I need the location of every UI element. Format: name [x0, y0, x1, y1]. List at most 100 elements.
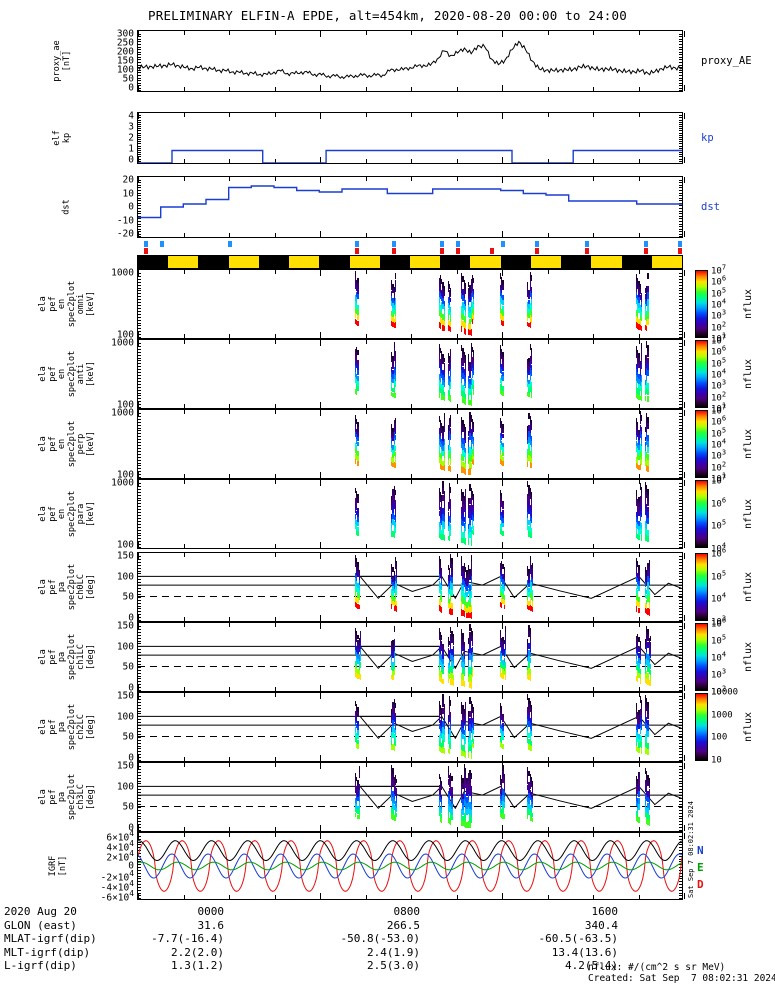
spectro-pixel [639, 645, 641, 651]
spectro-pixel [465, 807, 467, 815]
spectro-pixel [390, 321, 393, 327]
spectro-pixel [501, 516, 503, 521]
spectro-pixel [501, 778, 503, 783]
spectro-pixel [355, 790, 358, 795]
spectro-pixel [448, 418, 451, 425]
spectro-pixel [528, 732, 530, 739]
spectro-pixel [635, 280, 638, 287]
spectro-pixel [462, 372, 464, 379]
spectro-pixel [359, 636, 362, 643]
spectro-pixel [637, 534, 639, 540]
ytick-igrf: -6×104 [100, 889, 134, 904]
spectro-pixel [528, 578, 530, 583]
spectro-pixel [529, 379, 531, 386]
spectro-pixel [501, 638, 503, 644]
spectro-pixel [354, 584, 356, 590]
spectro-pixel [393, 497, 395, 504]
spectro-pixel [469, 412, 471, 419]
footer-value: 1600 [591, 905, 619, 918]
spectro-pixel [354, 700, 356, 706]
spectro-pixel [646, 782, 648, 789]
spectro-pixel [646, 604, 648, 610]
spectro-pixel [469, 574, 471, 580]
spectro-pixel [526, 813, 529, 820]
spectro-pixel [528, 304, 530, 309]
spectro-pixel [448, 715, 451, 723]
spectro-pixel [394, 310, 397, 317]
spectro-pixel [526, 638, 529, 644]
spectro-pixel [473, 516, 475, 522]
spectro-pixel [465, 583, 467, 590]
spectro-pixel [390, 376, 393, 382]
spectro-pixel [644, 390, 647, 396]
spectro-pixel [635, 636, 638, 642]
spectro-pixel [462, 314, 464, 321]
spectro-pixel [647, 389, 649, 396]
spectro-pixel [451, 679, 453, 686]
spectro-pixel [393, 432, 395, 438]
spectro-pixel [393, 291, 395, 296]
spectro-pixel [443, 290, 446, 296]
science-zone-marker-red [644, 248, 649, 254]
spectro-pixel [640, 381, 643, 389]
spectro-pixel [438, 669, 440, 676]
ylabel-en-perp: ela pef en spec2plot perp [keV] [38, 421, 96, 468]
spectro-pixel [442, 441, 444, 446]
spectro-pixel [394, 285, 397, 292]
spectro-pixel [354, 555, 356, 561]
spectro-pixel [463, 647, 466, 653]
spectro-pixel [501, 738, 503, 744]
spectro-pixel [503, 779, 505, 786]
spectro-pixel [501, 455, 503, 461]
spectro-pixel [450, 807, 452, 814]
colorbar-tick: 100 [711, 732, 728, 743]
spectro-pixel [392, 288, 394, 294]
spectro-pixel [502, 428, 504, 434]
spectro-pixel [354, 524, 356, 530]
spectro-pixel [470, 804, 472, 811]
spectro-pixel [451, 809, 453, 815]
spectro-pixel [502, 578, 504, 584]
spectro-pixel [502, 573, 504, 579]
colorbar-tick: 103 [711, 378, 727, 392]
spectro-pixel [441, 635, 443, 641]
spectro-pixel [502, 456, 504, 462]
spectro-pixel [393, 461, 395, 468]
colorbar-pa-ch2lc [695, 693, 708, 761]
spectro-pixel [450, 375, 452, 383]
spectro-pixel [528, 366, 530, 371]
spectro-pixel [639, 674, 641, 679]
spectro-pixel [638, 501, 640, 507]
ytick-en-perp: 1000 [111, 407, 134, 419]
spectro-pixel [530, 564, 533, 571]
spectro-pixel [529, 526, 531, 533]
spectro-pixel [441, 301, 443, 308]
spectro-pixel [473, 503, 475, 508]
spectro-pixel [443, 357, 446, 363]
spectro-pixel [357, 456, 359, 461]
spectro-pixel [637, 306, 639, 312]
spectro-pixel [448, 299, 451, 306]
spectro-pixel [450, 790, 452, 796]
spectro-pixel [503, 567, 505, 572]
spectro-pixel [502, 788, 504, 795]
trace-svg [138, 715, 682, 740]
spectro-pixel [451, 583, 453, 590]
spectro-pixel [646, 777, 648, 783]
spectro-pixel [528, 299, 530, 305]
spectro-pixel [463, 279, 466, 286]
spectro-pixel [637, 676, 639, 683]
spectro-pixel [640, 439, 643, 447]
spectro-pixel [530, 533, 533, 539]
spectro-pixel [394, 462, 397, 469]
spectro-pixel [526, 647, 529, 653]
spectro-pixel [443, 425, 446, 433]
spectro-pixel [394, 780, 397, 786]
spectro-pixel [526, 725, 529, 732]
spectro-pixel [463, 730, 466, 736]
spectro-pixel [635, 664, 638, 671]
spectro-pixel [392, 576, 394, 582]
spectro-pixel [441, 799, 443, 805]
spectro-pixel [528, 519, 530, 526]
spectro-pixel [442, 507, 444, 515]
